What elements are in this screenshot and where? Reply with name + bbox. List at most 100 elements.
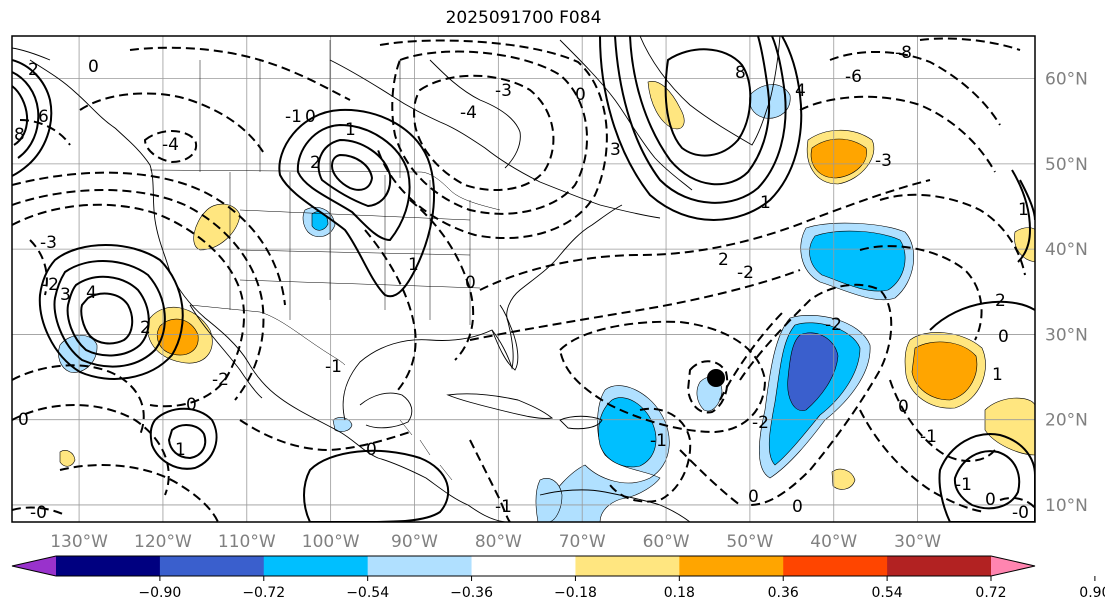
longitude-tick-label: 30°W [894, 532, 941, 552]
contour-negative [12, 203, 246, 408]
contour-negative [799, 95, 996, 173]
contour-label: 1 [175, 440, 186, 460]
contour-negative [879, 193, 1026, 276]
state-borders [149, 40, 501, 481]
contour-negative [364, 229, 417, 391]
contour-label: -3 [40, 233, 57, 253]
contour-label: 2 [140, 318, 151, 338]
baja-coastline [189, 304, 263, 399]
contour-positive [614, 36, 787, 204]
contour-label: -8 [895, 43, 912, 63]
contour-negative [859, 409, 986, 513]
contour-positive [330, 153, 374, 191]
contour-label: 1 [1018, 200, 1029, 220]
plot-title: 2025091700 F084 [445, 8, 602, 28]
longitude-tick-label: 130°W [50, 532, 108, 552]
greenland-coast [639, 36, 781, 146]
contour-negative [719, 309, 786, 401]
longitude-tick-label: 70°W [559, 532, 606, 552]
colorbar-extend-high [991, 556, 1035, 576]
colorbar-tick-label: 0.90 [1079, 585, 1105, 601]
latitude-tick-label: 10°N [1045, 496, 1088, 516]
contour-positive [1011, 169, 1032, 263]
negative-anomaly-region [535, 478, 563, 522]
contour-negative [19, 119, 71, 146]
contour-negative [377, 39, 608, 239]
contour-positive [12, 71, 40, 159]
colorbar-segment [679, 556, 784, 576]
contour-negative [12, 189, 265, 401]
latitude-tick-label: 30°N [1045, 325, 1088, 345]
colorbar-segment [887, 556, 992, 576]
map-area: 2 6 8 0 -4 -1 0 1 2 1 0 -4 -3 0 3 8 4 -6… [12, 36, 1035, 523]
yucatan-coast [359, 392, 413, 429]
colorbar-tick-label: −0.18 [554, 585, 597, 601]
longitude-tick-label: 120°W [134, 532, 192, 552]
contour-negative [391, 50, 588, 215]
contour-label: -1 [325, 357, 342, 377]
contour-label: 0 [575, 85, 586, 105]
latitude-tick-label: 40°N [1045, 240, 1088, 260]
contour-negative [609, 407, 692, 503]
contour-positive [664, 48, 752, 157]
contour-label: 6 [38, 107, 49, 127]
contour-negative [479, 179, 931, 291]
contour-negative [999, 497, 1035, 509]
contour-labels: 2 6 8 0 -4 -1 0 1 2 1 0 -4 -3 0 3 8 4 -6… [14, 43, 1029, 523]
gridlines [12, 36, 1035, 522]
contour-label: 0 [186, 395, 197, 415]
contour-label: -4 [460, 103, 477, 123]
contour-positive [38, 244, 184, 380]
positive-anomaly-region [911, 341, 978, 401]
contour-negative [29, 239, 48, 296]
contour-positive [629, 36, 771, 186]
contour-label: 0 [792, 497, 803, 517]
colorbar-segment [263, 556, 369, 576]
contour-label: -3 [875, 151, 892, 171]
contour-label: -2 [752, 413, 769, 433]
black-dot-icon [707, 369, 725, 387]
contour-label: 2 [310, 153, 321, 173]
longitude-tick-label: 80°W [475, 532, 522, 552]
contour-positive [12, 59, 53, 177]
positive-anomaly-region [810, 138, 867, 179]
longitude-labels: 130°W 120°W 110°W 100°W 90°W 80°W 70°W 60°W 50°W… [50, 532, 941, 552]
contour-negative [79, 92, 266, 156]
longitude-tick-label: 90°W [391, 532, 438, 552]
contour-label: 0 [748, 487, 759, 507]
alaska-coast [12, 47, 51, 61]
contour-negative [12, 404, 170, 496]
colorbar-outline [11, 555, 1036, 577]
contour-label: 2 [718, 250, 729, 270]
longitude-tick-label: 100°W [302, 532, 360, 552]
contour-positive [929, 300, 1035, 331]
contour-label: -1 [920, 427, 937, 447]
hudson-bay-coast [429, 59, 521, 169]
contour-negative [859, 245, 983, 341]
map-frame [11, 35, 1036, 523]
contour-negative [239, 419, 411, 452]
contour-label: -2 [825, 315, 842, 335]
contour-negative [409, 199, 475, 361]
longitude-tick-label: 110°W [218, 532, 276, 552]
colorbar-segment [575, 556, 680, 576]
contour-negative [12, 364, 145, 436]
gulf-coast [342, 204, 623, 421]
contour-label: -1 [495, 497, 512, 517]
contour-label: 2 [28, 60, 39, 80]
central-america-border [399, 419, 453, 481]
colorbar-tick-label: −0.36 [450, 585, 493, 601]
contour-negative [829, 50, 1001, 126]
contour-positive [296, 123, 411, 242]
contour-negative [413, 74, 555, 191]
contour-label: 1 [992, 365, 1003, 385]
negative-contours [12, 37, 1035, 522]
contour-label: -0 [30, 503, 47, 523]
contour-label: 0 [18, 410, 29, 430]
contour-label: 8 [735, 63, 746, 83]
positive-anomaly-region [59, 450, 76, 467]
contour-positive [938, 433, 1035, 522]
contour-label: 3 [60, 285, 71, 305]
contour-positive [278, 108, 436, 298]
cuba-coast [446, 393, 554, 419]
